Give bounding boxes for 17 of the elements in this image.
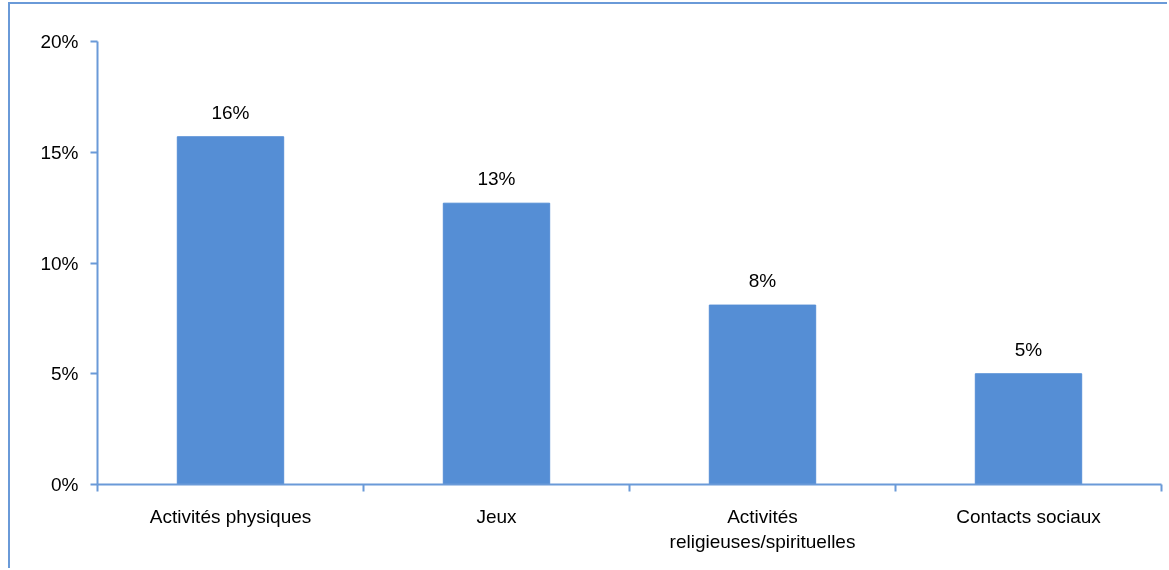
- data-label: 13%: [477, 168, 516, 190]
- y-tick-label: 0%: [51, 474, 79, 495]
- x-tick-label: Jeux: [476, 505, 518, 527]
- bar: [974, 373, 1083, 485]
- y-tick-label: 5%: [51, 363, 79, 385]
- data-label: 8%: [748, 270, 777, 292]
- x-tick-label: Activités physiques: [149, 505, 312, 527]
- bar: [176, 136, 285, 485]
- bar: [442, 202, 551, 485]
- x-tick-label: Contacts sociaux: [956, 505, 1102, 527]
- y-tick-label: 20%: [40, 31, 79, 52]
- data-label: 5%: [1014, 338, 1043, 360]
- y-tick-label: 10%: [40, 252, 79, 274]
- bar: [708, 304, 817, 485]
- x-tick-label: Activités religieuses/spirituelles: [669, 505, 856, 552]
- data-label: 16%: [211, 101, 250, 123]
- y-tick-label: 15%: [40, 141, 79, 163]
